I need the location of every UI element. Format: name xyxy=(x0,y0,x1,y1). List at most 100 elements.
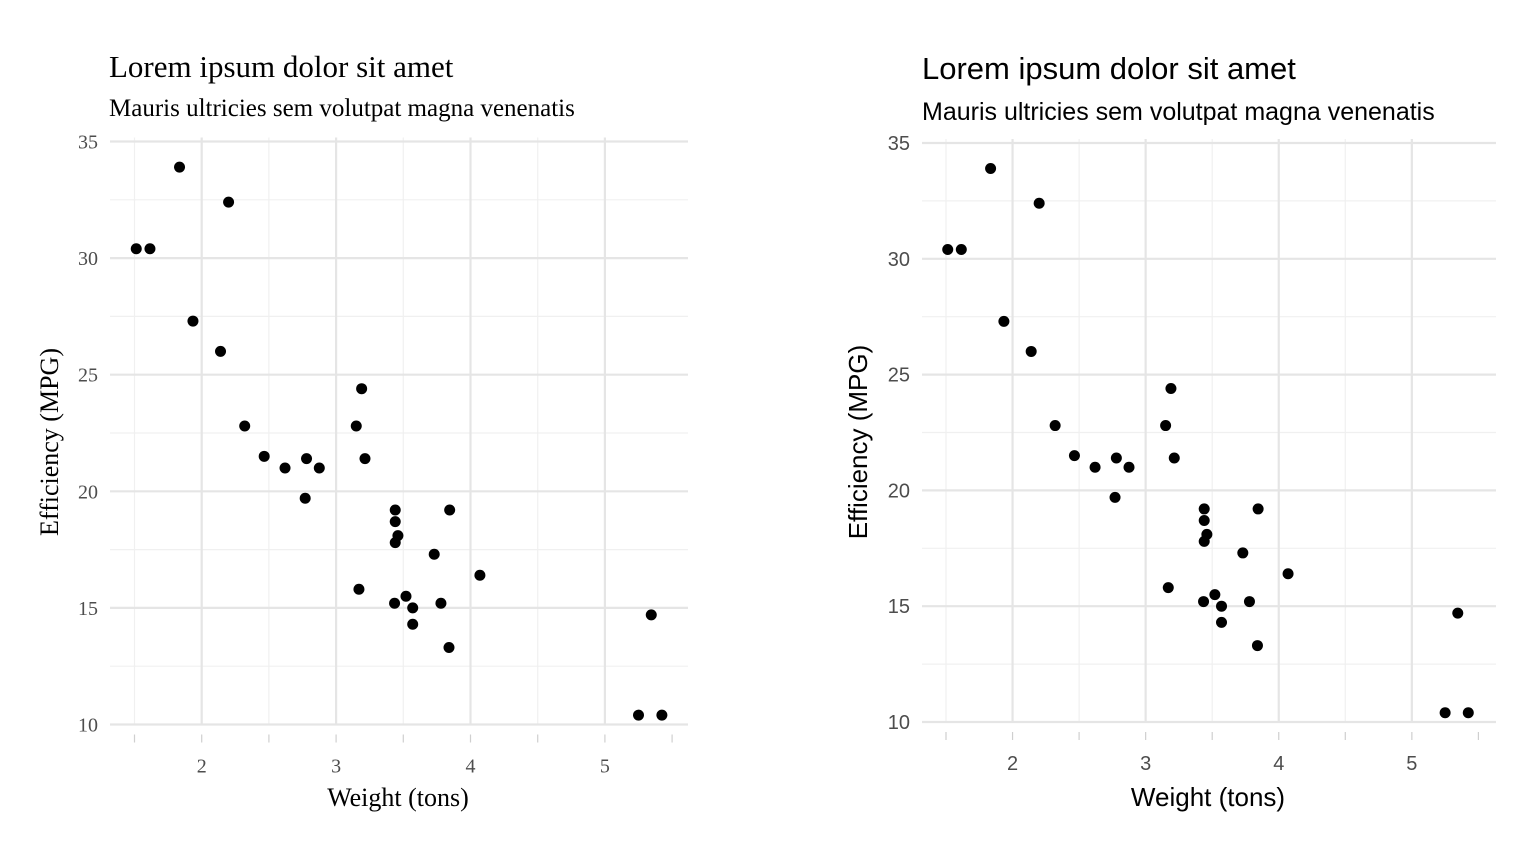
right-y-tick-label: 20 xyxy=(888,480,910,502)
right-x-tick-label: 4 xyxy=(1273,753,1284,775)
right-data-point xyxy=(1110,452,1122,464)
right-data-point xyxy=(1198,596,1210,608)
left-y-tick-label: 20 xyxy=(78,481,98,503)
left-data-point xyxy=(223,196,235,208)
left-chart-panel: Lorem ipsum dolor sit amet Mauris ultric… xyxy=(35,49,688,812)
right-data-point xyxy=(1216,616,1228,628)
left-data-point xyxy=(407,602,419,614)
left-data-point xyxy=(428,548,440,560)
left-data-point xyxy=(299,492,311,504)
left-data-point xyxy=(474,569,486,581)
left-data-point xyxy=(350,420,362,432)
left-y-tick-label: 30 xyxy=(78,248,98,270)
right-data-point xyxy=(1162,582,1174,594)
left-data-point xyxy=(389,516,401,528)
left-y-tick-label: 35 xyxy=(78,132,98,154)
right-data-point xyxy=(1439,707,1451,719)
right-data-point xyxy=(955,244,967,256)
left-gridlines xyxy=(110,137,688,726)
left-y-axis-title: Efficiency (MPG) xyxy=(35,348,64,536)
left-y-tick-label: 15 xyxy=(78,598,98,620)
right-y-tick-label: 10 xyxy=(888,712,910,734)
right-data-point xyxy=(1033,197,1045,209)
left-x-tick-labels: 2 3 4 5 xyxy=(197,756,610,778)
right-ticks xyxy=(945,732,1480,740)
left-data-point xyxy=(215,345,227,357)
right-y-tick-labels: 10 15 20 25 30 35 xyxy=(888,133,910,734)
left-data-point xyxy=(444,504,456,516)
left-x-tick-label: 3 xyxy=(331,756,341,778)
right-y-tick-label: 30 xyxy=(888,249,910,271)
right-data-point xyxy=(1237,547,1249,559)
right-data-point xyxy=(1243,596,1255,608)
left-data-point xyxy=(389,504,401,516)
left-data-point xyxy=(443,642,455,654)
right-data-point xyxy=(1462,707,1474,719)
left-data-point xyxy=(400,590,412,602)
right-data-point xyxy=(1198,503,1210,515)
left-y-tick-labels: 10 15 20 25 30 35 xyxy=(78,132,98,737)
left-data-point xyxy=(633,709,644,721)
right-data-point xyxy=(985,162,997,174)
right-data-point xyxy=(1216,600,1228,612)
right-data-point xyxy=(1089,461,1101,473)
left-data-point xyxy=(301,453,313,465)
left-data-point xyxy=(389,537,401,549)
left-data-point xyxy=(407,618,419,630)
right-y-tick-label: 25 xyxy=(888,365,910,387)
left-data-point xyxy=(353,583,365,595)
right-x-tick-labels: 2 3 4 5 xyxy=(1007,753,1417,775)
right-y-tick-label: 35 xyxy=(888,133,910,155)
right-data-point xyxy=(1198,535,1210,547)
left-x-tick-label: 2 xyxy=(197,756,207,778)
right-y-tick-label: 15 xyxy=(888,596,910,618)
left-data-points xyxy=(130,161,668,721)
right-data-point xyxy=(998,315,1010,327)
right-data-point xyxy=(1123,461,1135,473)
left-y-tick-label: 10 xyxy=(78,715,98,737)
right-data-point xyxy=(1165,382,1177,394)
left-data-point xyxy=(174,161,186,173)
right-x-tick-label: 2 xyxy=(1007,753,1018,775)
right-data-points xyxy=(942,162,1474,719)
left-x-axis-title: Weight (tons) xyxy=(327,783,469,812)
right-x-tick-label: 3 xyxy=(1140,753,1151,775)
left-data-point xyxy=(313,462,325,474)
right-chart-subtitle: Mauris ultricies sem volutpat magna vene… xyxy=(922,98,1435,126)
left-data-point xyxy=(656,709,668,721)
left-ticks xyxy=(133,734,673,743)
right-data-point xyxy=(1252,503,1264,515)
left-data-point xyxy=(389,597,401,609)
left-y-tick-label: 25 xyxy=(78,365,98,387)
left-chart-subtitle: Mauris ultricies sem volutpat magna vene… xyxy=(109,95,575,122)
right-data-point xyxy=(942,244,954,256)
left-x-tick-label: 5 xyxy=(600,756,610,778)
right-y-axis-title: Efficiency (MPG) xyxy=(843,345,873,540)
left-data-point xyxy=(144,243,156,255)
left-data-point xyxy=(239,420,251,432)
left-x-tick-label: 4 xyxy=(466,756,476,778)
right-data-point xyxy=(1049,420,1061,432)
right-data-point xyxy=(1282,568,1294,580)
right-gridlines xyxy=(922,139,1496,724)
left-data-point xyxy=(435,597,447,609)
right-data-point xyxy=(1209,589,1221,601)
right-data-point xyxy=(1160,420,1172,432)
right-data-point xyxy=(1068,450,1080,462)
right-x-axis-title: Weight (tons) xyxy=(1131,782,1285,812)
left-data-point xyxy=(645,609,657,621)
left-data-point xyxy=(187,315,199,327)
left-data-point xyxy=(258,450,270,462)
right-data-point xyxy=(1168,452,1180,464)
left-chart-title: Lorem ipsum dolor sit amet xyxy=(109,49,454,84)
right-data-point xyxy=(1452,607,1464,619)
right-chart-panel: Lorem ipsum dolor sit amet Mauris ultric… xyxy=(843,51,1496,812)
left-data-point xyxy=(359,453,371,465)
left-data-point xyxy=(279,462,291,474)
left-data-point xyxy=(130,243,142,255)
right-data-point xyxy=(1251,640,1263,652)
right-data-point xyxy=(1109,491,1121,503)
right-data-point xyxy=(1198,515,1210,527)
right-data-point xyxy=(1025,345,1037,357)
